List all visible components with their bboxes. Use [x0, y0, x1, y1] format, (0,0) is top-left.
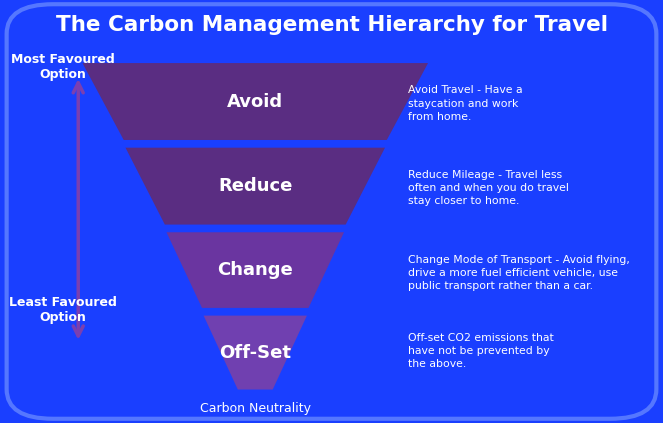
Text: Off-Set: Off-Set — [219, 343, 291, 362]
Text: Reduce Mileage - Travel less
often and when you do travel
stay closer to home.: Reduce Mileage - Travel less often and w… — [408, 170, 569, 206]
Text: Change: Change — [217, 261, 293, 279]
Polygon shape — [123, 146, 388, 226]
Polygon shape — [164, 231, 347, 310]
Text: Avoid: Avoid — [227, 93, 283, 110]
Polygon shape — [80, 61, 431, 142]
Text: Least Favoured
Option: Least Favoured Option — [9, 296, 117, 324]
Text: Change Mode of Transport - Avoid flying,
drive a more fuel efficient vehicle, us: Change Mode of Transport - Avoid flying,… — [408, 255, 630, 291]
Text: Reduce: Reduce — [218, 177, 292, 195]
Text: Avoid Travel - Have a
staycation and work
from home.: Avoid Travel - Have a staycation and wor… — [408, 85, 522, 122]
Polygon shape — [201, 314, 310, 391]
Text: Carbon Neutrality: Carbon Neutrality — [200, 402, 311, 415]
FancyBboxPatch shape — [7, 4, 656, 419]
Text: Most Favoured
Option: Most Favoured Option — [11, 53, 115, 81]
Text: Off-set CO2 emissions that
have not be prevented by
the above.: Off-set CO2 emissions that have not be p… — [408, 333, 554, 369]
Text: The Carbon Management Hierarchy for Travel: The Carbon Management Hierarchy for Trav… — [56, 15, 607, 35]
